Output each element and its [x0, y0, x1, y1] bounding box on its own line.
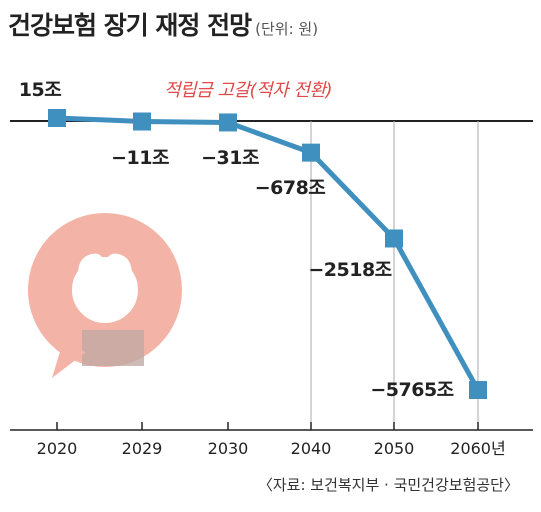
series-line — [56, 115, 481, 392]
data-point-marker — [48, 109, 66, 127]
data-point-marker — [385, 229, 403, 248]
annotation-label: 적립금 고갈(적자 전환) — [164, 80, 332, 101]
data-point-marker — [302, 143, 320, 162]
series-markers — [48, 109, 487, 399]
value-label: −678조 — [255, 177, 326, 199]
value-label: −31조 — [201, 147, 259, 169]
x-axis-label: 2060년 — [450, 439, 505, 458]
data-point-marker — [133, 112, 151, 131]
x-axis-label: 2040 — [291, 439, 332, 458]
x-ticks — [56, 422, 479, 430]
x-axis-label: 2020 — [37, 439, 78, 458]
source-note: 〈자료: 보건복지부 · 국민건강보험공단〉 — [257, 476, 519, 494]
x-axis-label: 2050 — [374, 439, 415, 458]
heart-speech-logo — [28, 213, 182, 378]
unit-label: (단위: 원) — [255, 20, 319, 38]
title-text: 건강보험 장기 재정 전망 — [8, 11, 252, 40]
value-labels: 15조 −11조 −31조 −678조 −2518조 −5765조 — [19, 79, 454, 401]
x-axis-label: 2029 — [122, 439, 163, 458]
value-label: −11조 — [111, 147, 169, 169]
x-axis-labels: 2020 2029 2030 2040 2050 2060년 — [37, 439, 506, 458]
data-point-marker — [219, 113, 237, 132]
value-label: 15조 — [19, 79, 61, 101]
gridlines — [310, 121, 479, 430]
value-label: −5765조 — [370, 379, 453, 401]
value-label: −2518조 — [308, 259, 391, 281]
x-axis-label: 2030 — [208, 439, 249, 458]
chart-title: 건강보험 장기 재정 전망 (단위: 원) — [8, 6, 318, 42]
data-point-marker — [469, 381, 487, 399]
